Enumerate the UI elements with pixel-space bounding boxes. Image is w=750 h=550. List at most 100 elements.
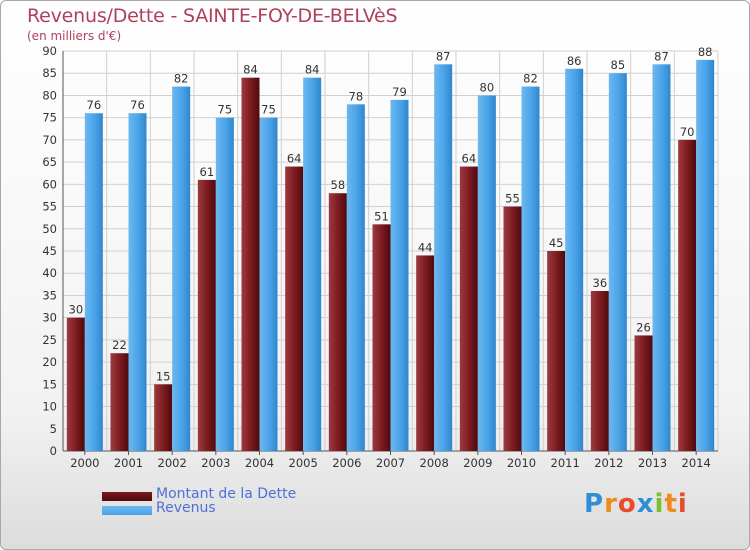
bar-dette bbox=[372, 224, 391, 451]
bar-revenus bbox=[521, 86, 540, 452]
x-tick-label: 2000 bbox=[70, 456, 99, 470]
data-label-dette: 84 bbox=[243, 63, 258, 77]
x-tick-label: 2002 bbox=[158, 456, 187, 470]
bar-revenus bbox=[565, 68, 584, 452]
data-label-revenus: 75 bbox=[218, 103, 233, 117]
chart-subtitle: (en milliers d'€) bbox=[27, 29, 122, 43]
x-tick-label: 2009 bbox=[463, 456, 492, 470]
data-label-revenus: 82 bbox=[523, 72, 538, 86]
y-tick-label: 65 bbox=[42, 155, 57, 169]
data-label-dette: 55 bbox=[505, 192, 520, 206]
bar-dette bbox=[154, 384, 173, 451]
bar-dette bbox=[66, 317, 85, 451]
x-tick-label: 2013 bbox=[638, 456, 667, 470]
data-label-dette: 30 bbox=[69, 303, 84, 317]
bar-revenus bbox=[434, 64, 453, 452]
y-tick-label: 40 bbox=[42, 266, 57, 280]
logo-letter: i bbox=[677, 489, 688, 519]
chart-title: Revenus/Dette - SAINTE-FOY-DE-BELVèS bbox=[27, 5, 398, 27]
bar-dette bbox=[503, 206, 522, 451]
bar-dette bbox=[285, 166, 304, 452]
data-label-dette: 61 bbox=[200, 165, 215, 179]
data-label-revenus: 76 bbox=[130, 98, 145, 112]
y-tick-label: 60 bbox=[42, 177, 57, 191]
data-label-revenus: 88 bbox=[698, 45, 713, 59]
bar-revenus bbox=[390, 99, 409, 451]
x-tick-label: 2003 bbox=[201, 456, 230, 470]
data-label-revenus: 79 bbox=[392, 85, 407, 99]
legend-swatch-revenus bbox=[102, 506, 152, 515]
y-tick-label: 45 bbox=[42, 244, 57, 258]
x-tick-label: 2001 bbox=[114, 456, 143, 470]
bar-revenus bbox=[215, 117, 234, 452]
logo-letter: r bbox=[604, 489, 618, 519]
bar-revenus bbox=[172, 86, 191, 452]
y-tick-label: 85 bbox=[42, 66, 57, 80]
y-tick-label: 0 bbox=[50, 444, 57, 458]
bar-dette bbox=[634, 335, 653, 451]
data-label-revenus: 87 bbox=[436, 49, 451, 63]
logo-letter: x bbox=[636, 489, 655, 519]
data-label-revenus: 78 bbox=[349, 89, 364, 103]
y-tick-label: 15 bbox=[42, 377, 57, 391]
x-tick-label: 2005 bbox=[289, 456, 318, 470]
bar-dette bbox=[328, 193, 347, 451]
bar-dette bbox=[416, 255, 435, 451]
legend-label-dette: Montant de la Dette bbox=[156, 486, 297, 502]
data-label-dette: 22 bbox=[112, 338, 127, 352]
bar-dette bbox=[110, 353, 129, 451]
data-label-revenus: 80 bbox=[480, 80, 495, 94]
data-label-revenus: 84 bbox=[305, 63, 320, 77]
data-label-revenus: 82 bbox=[174, 72, 189, 86]
x-tick-label: 2008 bbox=[420, 456, 449, 470]
bar-revenus bbox=[696, 59, 715, 452]
bar-revenus bbox=[259, 117, 278, 452]
y-tick-label: 10 bbox=[42, 400, 57, 414]
data-label-revenus: 75 bbox=[261, 103, 276, 117]
data-label-dette: 70 bbox=[680, 125, 695, 139]
y-tick-label: 20 bbox=[42, 355, 57, 369]
legend-label-revenus: Revenus bbox=[156, 500, 216, 516]
x-tick-label: 2010 bbox=[507, 456, 536, 470]
data-label-dette: 64 bbox=[287, 152, 302, 166]
data-label-dette: 51 bbox=[374, 209, 389, 223]
bar-dette bbox=[678, 139, 697, 451]
y-tick-label: 80 bbox=[42, 88, 57, 102]
data-label-dette: 44 bbox=[418, 240, 433, 254]
y-tick-label: 50 bbox=[42, 222, 57, 236]
logo-letter: o bbox=[617, 489, 637, 519]
data-label-dette: 36 bbox=[593, 276, 608, 290]
y-tick-label: 25 bbox=[42, 333, 57, 347]
bar-dette bbox=[459, 166, 478, 452]
data-label-dette: 26 bbox=[636, 320, 651, 334]
y-tick-label: 75 bbox=[42, 111, 57, 125]
data-label-revenus: 87 bbox=[654, 49, 669, 63]
legend-swatch-dette bbox=[102, 492, 152, 501]
data-label-revenus: 76 bbox=[87, 98, 102, 112]
data-label-revenus: 86 bbox=[567, 54, 582, 68]
bar-dette bbox=[241, 77, 260, 452]
y-tick-label: 70 bbox=[42, 133, 57, 147]
bar-revenus bbox=[652, 64, 671, 452]
data-label-dette: 45 bbox=[549, 236, 564, 250]
x-tick-label: 2014 bbox=[682, 456, 711, 470]
y-tick-label: 30 bbox=[42, 311, 57, 325]
x-tick-label: 2007 bbox=[376, 456, 405, 470]
bar-dette bbox=[590, 291, 609, 451]
bar-dette bbox=[197, 179, 216, 451]
x-tick-label: 2011 bbox=[551, 456, 580, 470]
logo-letter: i bbox=[654, 489, 665, 519]
data-label-dette: 64 bbox=[462, 152, 477, 166]
bar-revenus bbox=[477, 95, 496, 451]
data-label-revenus: 85 bbox=[611, 58, 626, 72]
x-tick-label: 2006 bbox=[332, 456, 361, 470]
logo-letter: P bbox=[584, 489, 605, 519]
y-tick-label: 55 bbox=[42, 200, 57, 214]
logo-letter: t bbox=[664, 489, 678, 519]
bar-revenus bbox=[346, 104, 365, 451]
bar-revenus bbox=[608, 73, 627, 451]
bar-dette bbox=[547, 251, 566, 451]
bar-revenus bbox=[84, 113, 103, 451]
bar-revenus bbox=[128, 113, 147, 451]
